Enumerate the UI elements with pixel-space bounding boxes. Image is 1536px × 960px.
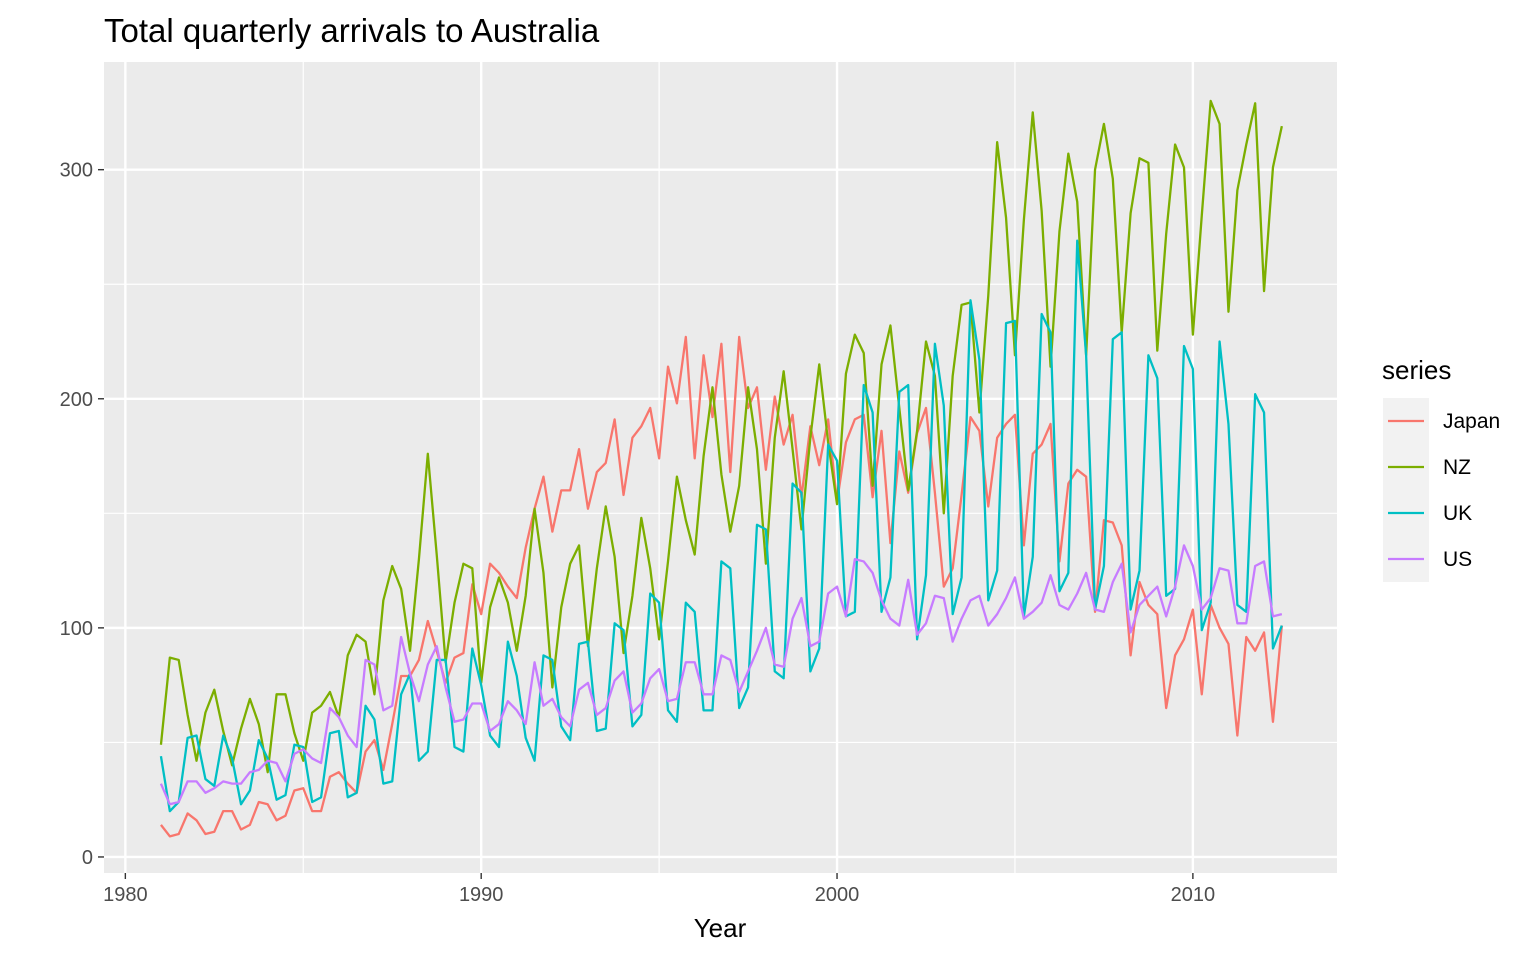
legend-items: Japan NZ UK US xyxy=(1383,398,1500,582)
legend-item-nz: NZ xyxy=(1383,444,1471,490)
legend-label: Japan xyxy=(1443,410,1500,433)
legend-item-japan: Japan xyxy=(1383,398,1500,444)
minor-gridlines xyxy=(104,62,1337,873)
legend-item-uk: UK xyxy=(1383,490,1472,536)
legend-title: series xyxy=(1382,355,1451,385)
chart-title: Total quarterly arrivals to Australia xyxy=(104,12,600,49)
legend-item-us: US xyxy=(1383,536,1472,582)
legend-label: UK xyxy=(1443,502,1472,525)
x-axis-title: Year xyxy=(694,913,747,943)
x-tick-label: 2010 xyxy=(1171,884,1216,906)
x-tick-label: 2000 xyxy=(815,884,860,906)
x-axis: 1980 1990 2000 2010 xyxy=(103,873,1215,906)
series-lines xyxy=(159,99,1283,838)
y-tick-label: 0 xyxy=(82,847,93,869)
y-tick-label: 100 xyxy=(60,618,93,640)
x-tick-label: 1990 xyxy=(459,884,504,906)
y-tick-label: 300 xyxy=(60,160,93,182)
series-line-nz xyxy=(159,99,1283,774)
series-line-japan xyxy=(160,335,1283,838)
legend-label: NZ xyxy=(1443,456,1471,479)
y-tick-label: 200 xyxy=(60,389,93,411)
legend: series Japan NZ UK US xyxy=(1382,355,1500,582)
series-line-us xyxy=(159,544,1283,806)
x-tick-label: 1980 xyxy=(103,884,148,906)
y-axis: 0 100 200 300 xyxy=(60,160,104,869)
legend-label: US xyxy=(1443,548,1472,571)
